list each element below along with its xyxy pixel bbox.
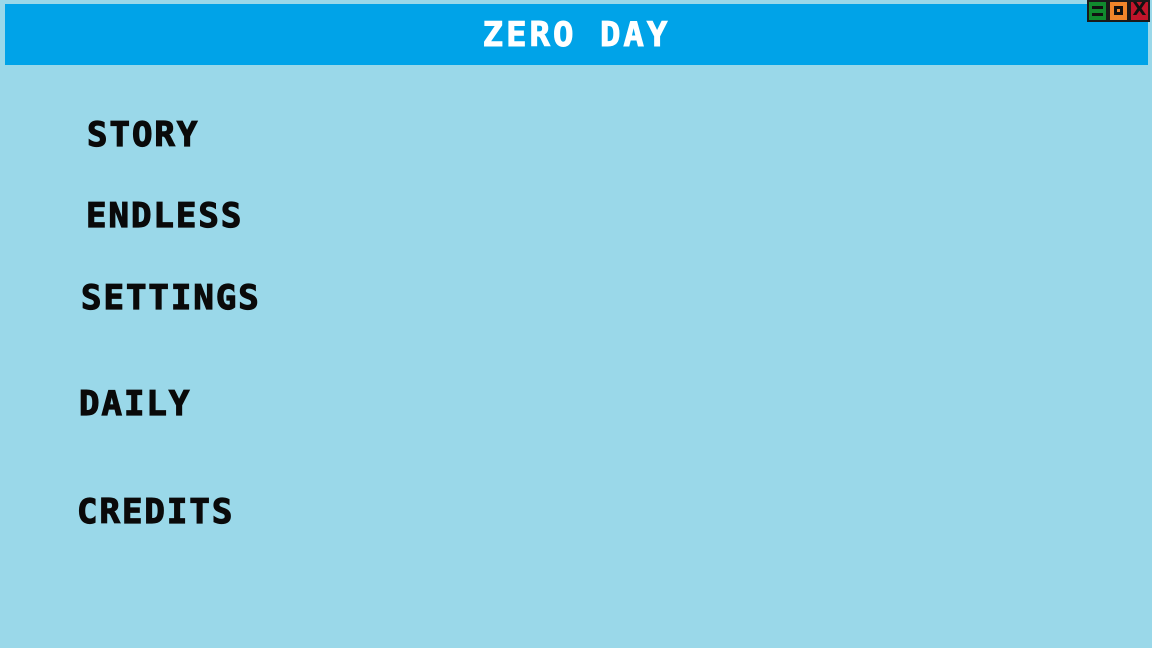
close-icon: X: [1132, 0, 1147, 20]
title-bar: ZERO DAY: [5, 4, 1148, 65]
menu-item-endless[interactable]: ENDLESS: [85, 196, 244, 236]
menu-item-daily[interactable]: DAILY: [78, 384, 192, 424]
maximize-icon: [1114, 6, 1123, 15]
minimize-button[interactable]: [1087, 0, 1108, 22]
maximize-button[interactable]: [1108, 0, 1129, 22]
menu-item-credits[interactable]: CREDITS: [76, 492, 235, 532]
close-button[interactable]: X: [1129, 0, 1150, 22]
window-controls: X: [1087, 0, 1152, 22]
menu-item-settings[interactable]: SETTINGS: [80, 278, 261, 318]
game-title: ZERO DAY: [482, 14, 671, 55]
menu-item-story[interactable]: STORY: [86, 115, 200, 155]
